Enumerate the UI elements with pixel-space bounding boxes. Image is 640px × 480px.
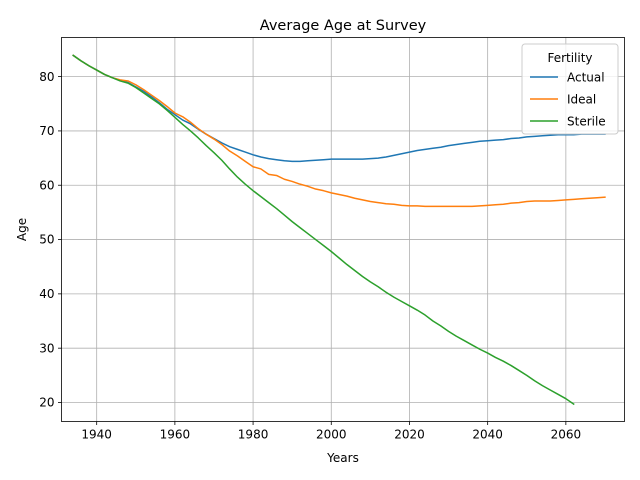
x-tick-label: 1940 bbox=[81, 428, 112, 442]
legend-label-actual: Actual bbox=[567, 70, 605, 84]
series-line-sterile bbox=[72, 54, 575, 406]
series-line-actual bbox=[72, 54, 606, 163]
x-tick-label: 2040 bbox=[472, 428, 503, 442]
y-tick-label: 40 bbox=[39, 287, 54, 301]
legend-title: Fertility bbox=[547, 51, 592, 65]
series-lines bbox=[72, 54, 606, 406]
legend: Fertility Actual Ideal Sterile bbox=[521, 43, 619, 135]
x-tick-label: 1980 bbox=[238, 428, 269, 442]
y-axis-label: Age bbox=[15, 218, 29, 241]
chart-title: Average Age at Survey bbox=[260, 18, 427, 34]
x-axis-ticks: 1940 1960 1980 2000 2020 2040 2060 bbox=[81, 421, 582, 442]
y-tick-label: 20 bbox=[39, 396, 54, 410]
legend-label-ideal: Ideal bbox=[567, 92, 596, 106]
y-tick-label: 70 bbox=[39, 124, 54, 138]
grid bbox=[61, 37, 625, 422]
x-tick-label: 2020 bbox=[394, 428, 425, 442]
x-tick-label: 2060 bbox=[551, 428, 582, 442]
y-axis-ticks: 20 30 40 50 60 70 80 bbox=[39, 70, 62, 410]
x-tick-label: 2000 bbox=[316, 428, 347, 442]
y-tick-label: 60 bbox=[39, 178, 54, 192]
y-tick-label: 80 bbox=[39, 70, 54, 84]
y-tick-label: 50 bbox=[39, 233, 54, 247]
x-axis-label: Years bbox=[326, 451, 359, 465]
y-tick-label: 30 bbox=[39, 341, 54, 355]
legend-box bbox=[521, 43, 619, 135]
x-tick-label: 1960 bbox=[160, 428, 191, 442]
plot-frame bbox=[61, 37, 625, 422]
legend-entries: Actual Ideal Sterile bbox=[530, 70, 606, 128]
series-line-ideal bbox=[72, 54, 606, 208]
legend-label-sterile: Sterile bbox=[567, 114, 606, 128]
